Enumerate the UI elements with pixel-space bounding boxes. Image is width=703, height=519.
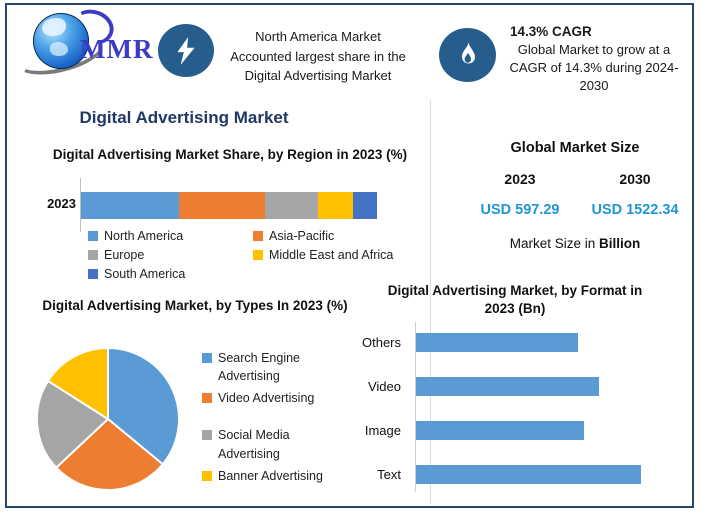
- legend-swatch: [202, 353, 212, 363]
- legend-label: Middle East and Africa: [269, 248, 394, 262]
- market-size-value-2023: USD 597.29: [480, 202, 560, 218]
- legend-swatch: [253, 250, 263, 260]
- region-bar-segment: [353, 192, 377, 219]
- logo-text: MMR: [80, 34, 154, 64]
- globe-land-shape: [50, 42, 68, 56]
- legend-label: Social Media Advertising: [218, 428, 290, 461]
- format-bar-row: Others: [352, 331, 578, 353]
- bar-track: [416, 464, 663, 484]
- bar-track: [416, 420, 663, 440]
- region-bar-segment: [264, 192, 318, 219]
- bar-track: [416, 376, 663, 396]
- format-bar-row: Text: [352, 463, 641, 485]
- cagr-body: Global Market to grow at a CAGR of 14.3%…: [509, 42, 679, 94]
- cagr-title: 14.3% CAGR: [510, 24, 592, 39]
- flame-icon: [439, 28, 496, 82]
- pie-slice-0: [107, 346, 181, 466]
- lightning-icon: [158, 24, 214, 77]
- format-category-label: Image: [364, 422, 401, 438]
- bar-image: [416, 420, 584, 440]
- mmr-logo: MMR: [10, 4, 162, 83]
- legend-label: Asia-Pacific: [269, 229, 335, 243]
- types-chart-title: Digital Advertising Market, by Types In …: [42, 298, 348, 313]
- pie-slice-2: [36, 379, 110, 470]
- format-chart-title: Digital Advertising Market, by Format in…: [387, 283, 643, 316]
- headline-north-america: North America Market Accounted largest s…: [218, 27, 418, 86]
- region-stacked-bar: [81, 192, 377, 219]
- format-category-label: Others: [361, 334, 401, 350]
- region-chart-title: Digital Advertising Market Share, by Reg…: [52, 147, 408, 162]
- format-bar-row: Image: [352, 419, 584, 441]
- legend-item: Search Engine Advertising: [202, 349, 347, 385]
- legend-swatch: [202, 430, 212, 441]
- bar-track: [416, 332, 663, 352]
- market-size-title: Global Market Size: [510, 140, 640, 156]
- legend-label: Video Advertising: [218, 391, 315, 406]
- market-size-year-2030: 2030: [619, 171, 651, 187]
- legend-swatch: [202, 393, 212, 404]
- market-size-footnote: Market Size in Billion: [455, 236, 695, 251]
- region-chart-category-label: 2023: [47, 196, 76, 211]
- legend-item: Banner Advertising: [202, 467, 347, 485]
- legend-swatch: [88, 231, 98, 241]
- legend-item: South America: [88, 267, 253, 281]
- region-bar-segment: [317, 192, 354, 219]
- legend-item: Social Media Advertising: [202, 426, 347, 462]
- legend-item: Europe: [88, 248, 253, 262]
- legend-swatch: [88, 250, 98, 260]
- legend-swatch: [253, 231, 263, 241]
- format-chart-axis: [415, 322, 416, 492]
- headline-line: Digital Advertising Market: [244, 68, 392, 83]
- page-title: Digital Advertising Market: [79, 108, 289, 127]
- region-chart-axis: [80, 178, 81, 232]
- legend-item: Video Advertising: [202, 389, 347, 407]
- outer-border: [5, 3, 694, 508]
- footnote-unit: Billion: [599, 236, 641, 251]
- format-category-label: Video: [367, 378, 401, 394]
- market-size-year-2023: 2023: [504, 171, 536, 187]
- legend-item: Asia-Pacific: [253, 229, 438, 243]
- legend-label: North America: [104, 229, 184, 243]
- legend-item: North America: [88, 229, 253, 243]
- market-size-value-2030: USD 1522.34: [591, 202, 679, 218]
- column-divider: [430, 100, 431, 504]
- cagr-block: 14.3% CAGR Global Market to grow at a CA…: [498, 24, 690, 96]
- region-bar-segment: [81, 192, 179, 219]
- bar-video: [416, 376, 599, 396]
- legend-label: Banner Advertising: [218, 468, 323, 483]
- lightning-glyph: [177, 36, 195, 65]
- types-legend: Search Engine Advertising Video Advertis…: [202, 349, 347, 489]
- region-legend: North America Asia-Pacific Europe Middle…: [88, 229, 438, 281]
- legend-label: South America: [104, 267, 186, 281]
- flame-glyph: [461, 42, 475, 64]
- legend-item: Middle East and Africa: [253, 248, 438, 262]
- footnote-prefix: Market Size in: [509, 236, 600, 251]
- legend-label: Search Engine Advertising: [218, 351, 301, 384]
- format-category-label: Text: [377, 466, 401, 482]
- legend-swatch: [202, 470, 212, 481]
- legend-swatch: [88, 269, 98, 279]
- bar-text: [416, 464, 641, 484]
- legend-label: Europe: [104, 248, 145, 262]
- pie-slice-3: [46, 346, 109, 421]
- headline-line: North America Market: [255, 29, 381, 44]
- pie-slice-1: [54, 417, 165, 491]
- types-pie: [36, 346, 181, 491]
- headline-line: Accounted largest share in the: [230, 48, 406, 64]
- format-bar-row: Video: [352, 375, 599, 397]
- globe-land-shape: [42, 18, 66, 36]
- bar-others: [416, 332, 578, 352]
- region-bar-segment: [178, 192, 265, 219]
